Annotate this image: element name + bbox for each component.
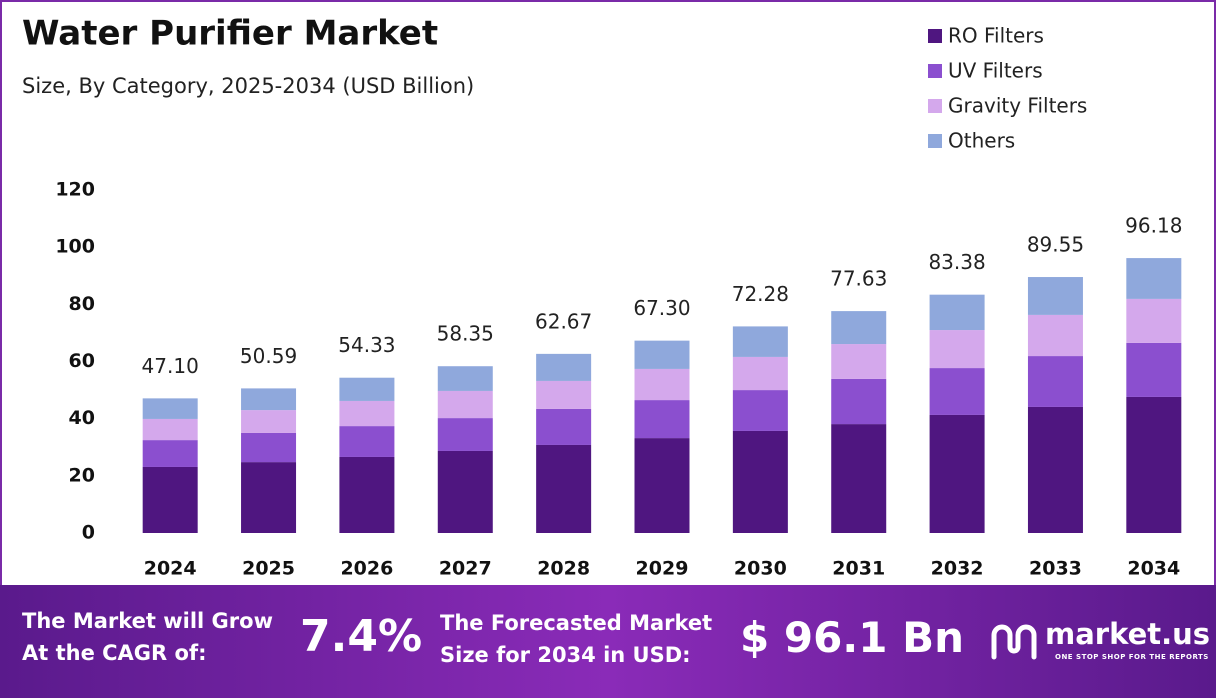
bar-segment [241, 410, 297, 433]
logo-text: market.us [1045, 617, 1211, 651]
x-tick-label: 2033 [1029, 558, 1082, 580]
x-tick-label: 2026 [340, 558, 393, 580]
bar-segment [634, 340, 690, 369]
y-tick-label: 80 [69, 293, 95, 315]
y-tick-label: 100 [55, 236, 95, 258]
bar-segment [142, 440, 198, 467]
legend-swatch [928, 64, 942, 78]
bar-segment [339, 377, 395, 401]
bar-segment [142, 466, 198, 533]
bar-segment [241, 462, 297, 533]
legend-label: RO Filters [948, 24, 1044, 48]
bar-segment [241, 432, 297, 463]
bar-segment [634, 438, 690, 533]
x-tick-label: 2024 [144, 558, 197, 580]
bar-segment [831, 344, 887, 379]
bar-segment [1027, 277, 1083, 315]
total-label: 77.63 [830, 267, 887, 291]
bar-segment [732, 430, 788, 533]
bar-segment [831, 311, 887, 345]
bar-segment [339, 400, 395, 427]
total-label: 83.38 [928, 250, 985, 274]
total-label: 67.30 [633, 296, 690, 320]
bar-segment [536, 444, 592, 533]
y-tick-label: 20 [69, 464, 95, 486]
legend-label: Gravity Filters [948, 94, 1087, 118]
x-tick-label: 2030 [734, 558, 787, 580]
bar-segment [437, 390, 493, 419]
forecast-text: The Forecasted Market [440, 611, 713, 635]
total-label: 54.33 [338, 333, 395, 357]
legend-label: UV Filters [948, 59, 1043, 83]
y-tick-label: 60 [69, 350, 95, 372]
bar-segment [339, 426, 395, 457]
bar-segment [732, 326, 788, 357]
x-tick-label: 2032 [931, 558, 984, 580]
bar-segment [1126, 298, 1182, 343]
cagr-text: At the CAGR of: [22, 641, 207, 665]
bar-segment [142, 398, 198, 419]
x-tick-label: 2034 [1127, 558, 1180, 580]
bar-segment [929, 414, 985, 533]
bar-segment [142, 418, 198, 441]
y-tick-label: 0 [82, 522, 95, 544]
frame [0, 0, 1216, 585]
bar-segment [437, 366, 493, 391]
bar-segment [339, 456, 395, 533]
bar-segment [831, 424, 887, 533]
y-tick-label: 120 [55, 179, 95, 201]
bar-segment [241, 388, 297, 411]
forecast-value: $ 96.1 Bn [740, 613, 965, 662]
x-tick-label: 2028 [537, 558, 590, 580]
bar-segment [732, 356, 788, 391]
total-label: 72.28 [732, 282, 789, 306]
total-label: 89.55 [1027, 233, 1084, 257]
bar-segment [929, 330, 985, 369]
legend-swatch [928, 29, 942, 43]
bar-segment [929, 294, 985, 331]
bar-segment [634, 400, 690, 439]
logo-tagline: ONE STOP SHOP FOR THE REPORTS [1055, 653, 1209, 661]
total-label: 47.10 [142, 354, 199, 378]
total-label: 50.59 [240, 344, 297, 368]
bar-segment [732, 390, 788, 431]
bar-segment [437, 450, 493, 533]
bar-segment [929, 368, 985, 415]
bar-segment [1027, 356, 1083, 407]
bar-segment [1126, 342, 1182, 397]
bar-segment [536, 380, 592, 409]
cagr-text: The Market will Grow [22, 609, 273, 633]
x-tick-label: 2031 [832, 558, 885, 580]
bar-segment [1027, 406, 1083, 533]
x-tick-label: 2027 [439, 558, 492, 580]
bar-segment [831, 378, 887, 425]
x-tick-label: 2025 [242, 558, 295, 580]
total-label: 62.67 [535, 309, 592, 333]
chart-subtitle: Size, By Category, 2025-2034 (USD Billio… [22, 74, 474, 98]
total-label: 58.35 [437, 322, 494, 346]
bar-segment [437, 418, 493, 451]
legend-label: Others [948, 129, 1015, 153]
logo-icon [991, 624, 1037, 660]
bar-segment [536, 353, 592, 381]
total-label: 96.18 [1125, 214, 1182, 238]
bar-segment [1027, 314, 1083, 357]
forecast-text: Size for 2034 in USD: [440, 643, 691, 667]
bar-segment [634, 368, 690, 401]
bar-segment [1126, 258, 1182, 299]
footer: The Market will Grow At the CAGR of: 7.4… [0, 585, 1216, 698]
cagr-value: 7.4% [300, 611, 423, 662]
y-tick-label: 40 [69, 407, 95, 429]
x-tick-label: 2029 [636, 558, 689, 580]
chart-title: Water Purifier Market [22, 14, 438, 54]
bar-segment [536, 408, 592, 445]
legend-swatch [928, 134, 942, 148]
legend-swatch [928, 99, 942, 113]
chart: Water Purifier Market Size, By Category,… [0, 0, 1216, 585]
bar-segment [1126, 396, 1182, 533]
